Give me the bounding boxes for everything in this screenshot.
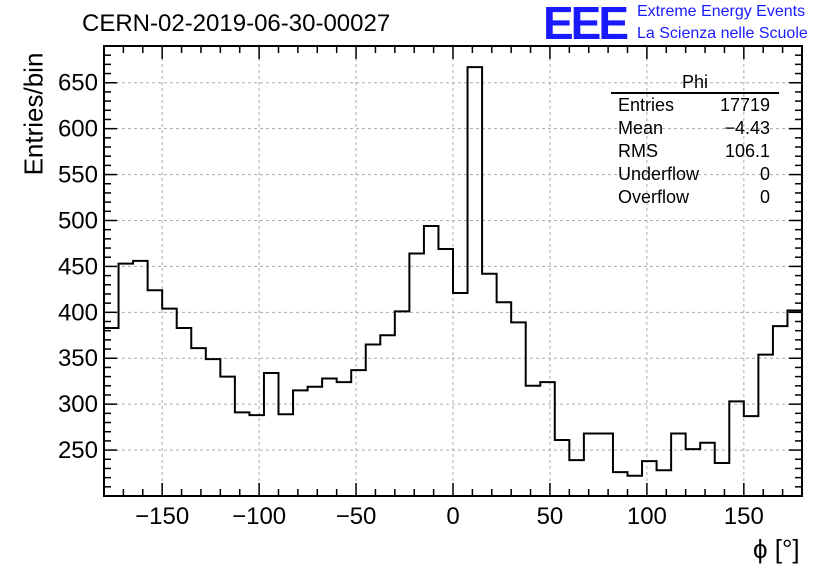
x-tick-label: 150 xyxy=(724,503,764,530)
y-tick-label: 300 xyxy=(58,391,98,418)
logo-tagline-2: La Scienza nelle Scuole xyxy=(637,25,808,42)
stats-value: 0 xyxy=(759,164,770,184)
stats-value: 17719 xyxy=(719,95,770,115)
y-tick-label: 600 xyxy=(58,116,98,143)
axis-ticks xyxy=(103,45,803,496)
stats-title: Phi xyxy=(611,72,779,94)
y-tick-label: 550 xyxy=(58,162,98,189)
x-tick-label: 50 xyxy=(537,503,564,530)
x-axis-label: ϕ [°] xyxy=(753,534,800,564)
stats-box: Phi Entries 17719 Mean −4.43 RMS 106.1 U… xyxy=(611,72,779,209)
stats-row: Entries 17719 xyxy=(611,94,779,117)
y-tick-label: 450 xyxy=(58,253,98,280)
y-axis-label: Entries/bin xyxy=(18,52,49,176)
logo-tagline-1: Extreme Energy Events xyxy=(637,3,806,20)
y-tick-label: 400 xyxy=(58,299,98,326)
stats-value: 106.1 xyxy=(724,141,770,161)
stats-row: RMS 106.1 xyxy=(611,140,779,163)
x-tick-label: −50 xyxy=(336,503,377,530)
stats-label: Entries xyxy=(618,95,675,115)
x-tick-label: −100 xyxy=(232,503,286,530)
axis-tick-labels: −150 −100 −50 0 50 100 150 250 300 350 400 450 500 55… xyxy=(58,70,764,530)
y-tick-label: 250 xyxy=(58,437,98,464)
stats-label: Mean xyxy=(618,118,664,138)
y-tick-label: 500 xyxy=(58,207,98,234)
stats-label: RMS xyxy=(618,141,658,161)
stats-value: 0 xyxy=(759,187,770,207)
chart-title: CERN-02-2019-06-30-00027 xyxy=(82,10,391,37)
stats-value: −4.43 xyxy=(724,118,770,138)
eee-logo: EEE xyxy=(543,0,629,49)
histogram-series-line xyxy=(104,66,802,477)
y-tick-label: 350 xyxy=(58,345,98,372)
stats-row: Overflow 0 xyxy=(611,186,779,209)
stats-label: Overflow xyxy=(618,187,690,207)
y-tick-label: 650 xyxy=(58,70,98,97)
stats-row: Mean −4.43 xyxy=(611,117,779,140)
x-tick-label: 0 xyxy=(446,503,459,530)
x-tick-label: −150 xyxy=(135,503,189,530)
stats-label: Underflow xyxy=(618,164,700,184)
x-tick-label: 100 xyxy=(627,503,667,530)
stats-row: Underflow 0 xyxy=(611,163,779,186)
